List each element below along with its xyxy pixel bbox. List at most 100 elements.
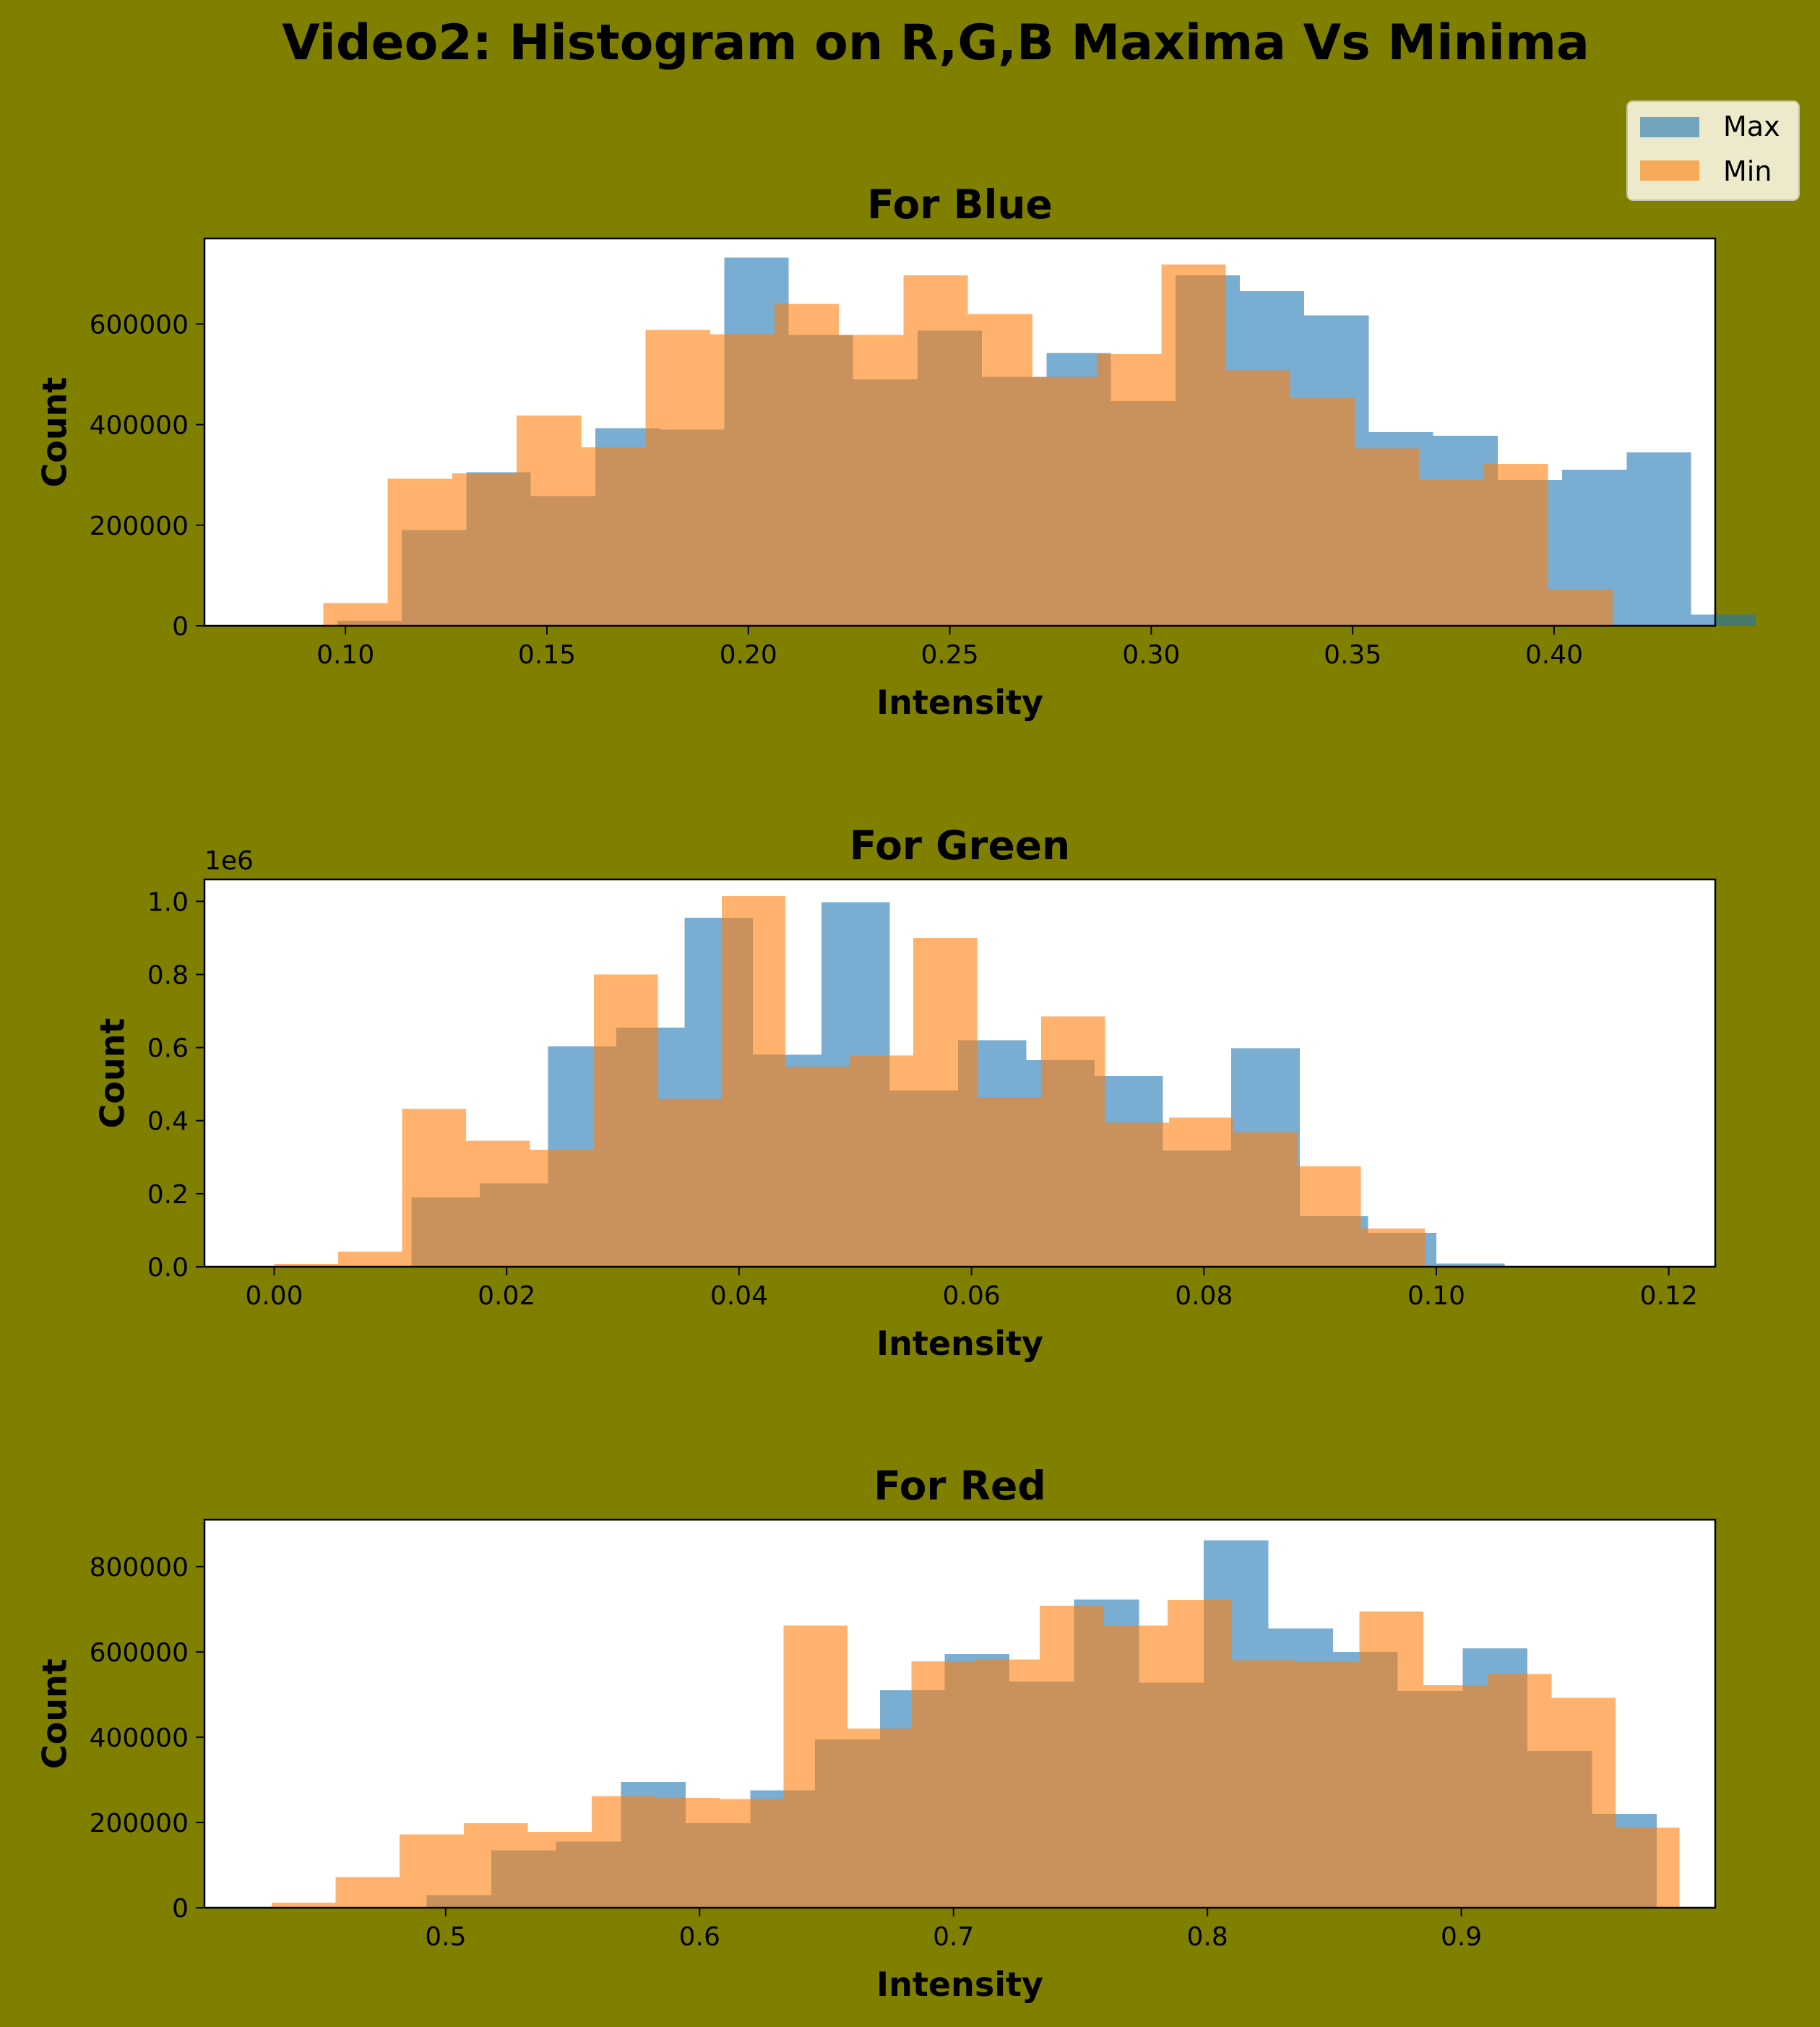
histogram-bar — [1231, 1660, 1296, 1908]
histogram-bar — [337, 1251, 402, 1267]
x-tick-label: 0.12 — [1640, 1281, 1698, 1311]
histogram-bar — [1423, 1684, 1488, 1908]
y-tick-label: 0.6 — [147, 1034, 189, 1064]
histogram-bar — [1105, 1122, 1170, 1267]
histogram-bar — [1039, 1606, 1104, 1908]
histogram-bar — [1354, 448, 1420, 626]
subplot-title: For Blue — [867, 181, 1053, 228]
histogram-bar — [517, 416, 582, 626]
x-tick-label: 0.00 — [245, 1281, 303, 1311]
histogram-blue: 0.10 0.15 0.20 0.25 0.30 0.35 0.40 0 200000 40000… — [35, 181, 1756, 722]
x-tick-label: 0.5 — [425, 1922, 466, 1952]
y-tick-label: 200000 — [90, 512, 189, 541]
histogram-bar — [1548, 589, 1613, 626]
series-min — [274, 895, 1425, 1267]
y-tick-label: 600000 — [90, 1638, 189, 1668]
histogram-bar — [967, 314, 1032, 626]
histogram-bar — [452, 473, 517, 626]
histogram-bar — [274, 1263, 338, 1267]
x-axis-label: Intensity — [876, 1324, 1043, 1363]
histogram-red: 0.5 0.6 0.7 0.8 0.9 0 200000 400000 600000 800000… — [35, 1463, 1717, 2004]
histogram-bar — [775, 304, 840, 626]
histogram-bar — [272, 1902, 336, 1908]
y-tick-label: 600000 — [90, 310, 189, 340]
histogram-bar — [1032, 376, 1097, 626]
histogram-bar — [839, 335, 904, 626]
histogram-bar — [335, 1877, 400, 1908]
histogram-bar — [1161, 264, 1226, 626]
x-tick-label: 0.15 — [518, 640, 576, 670]
histogram-bar — [783, 1625, 848, 1908]
x-tick-label: 0.02 — [478, 1281, 535, 1311]
x-tick-label: 0.08 — [1175, 1281, 1233, 1311]
histogram-bar — [593, 974, 658, 1267]
histogram-bar — [1487, 1674, 1552, 1908]
histogram-bar — [655, 1797, 720, 1908]
legend-label-max: Max — [1723, 111, 1780, 142]
histogram-bar — [323, 603, 388, 626]
y-tick-label: 0.0 — [147, 1253, 189, 1283]
subplot-title: For Red — [874, 1463, 1045, 1509]
y-tick-label: 0.8 — [147, 960, 189, 990]
axes-frame — [203, 237, 1717, 627]
histogram-bar — [849, 1055, 914, 1267]
histogram-bar — [465, 1140, 530, 1267]
histogram-bar — [903, 275, 968, 626]
x-axis-label: Intensity — [876, 1965, 1043, 2004]
x-tick-label: 0.8 — [1187, 1922, 1228, 1952]
histogram-bar — [1296, 1166, 1361, 1267]
histogram-bar — [530, 1150, 594, 1267]
y-axis-label: Count — [35, 377, 74, 488]
y-axis-label: Count — [35, 1658, 74, 1769]
x-tick-label: 0.6 — [679, 1922, 720, 1952]
legend-label-min: Min — [1723, 155, 1772, 187]
legend-swatch-min — [1640, 160, 1699, 181]
histogram-bar — [1167, 1599, 1232, 1908]
histogram-bar — [1551, 1697, 1616, 1908]
histogram-bar — [1290, 397, 1355, 626]
subplot-title: For Green — [850, 822, 1070, 869]
histogram-bar — [1483, 463, 1548, 626]
histogram-bar — [1295, 1661, 1360, 1908]
x-axis-label: Intensity — [876, 683, 1043, 722]
series-min — [323, 264, 1613, 626]
histogram-bar — [977, 1096, 1042, 1267]
x-tick-label: 0.35 — [1324, 640, 1381, 670]
histogram-bar — [387, 478, 452, 626]
y-tick-label: 1.0 — [147, 887, 189, 917]
histogram-bar — [975, 1659, 1040, 1908]
y-tick-label: 400000 — [90, 1723, 189, 1753]
y-tick-label: 0.2 — [147, 1180, 189, 1210]
histogram-green: 0.00 0.02 0.04 0.06 0.08 0.10 0.12 0.0 0.2 0.4 0.6… — [93, 822, 1717, 1363]
histogram-bar — [913, 937, 978, 1267]
y-axis-label: Count — [93, 1018, 132, 1129]
histogram-bar — [527, 1831, 592, 1908]
y-offset-text: 1e6 — [204, 846, 254, 876]
histogram-bar — [657, 1098, 722, 1267]
histogram-bar — [785, 1066, 850, 1267]
histogram-bar — [848, 1729, 912, 1908]
histogram-bar — [1103, 1625, 1168, 1908]
histogram-bar — [1419, 480, 1484, 626]
histogram-bar — [645, 330, 710, 626]
y-tick-label: 0 — [172, 1894, 189, 1924]
histogram-bar — [1691, 614, 1756, 626]
x-tick-label: 0.20 — [720, 640, 777, 670]
x-tick-label: 0.9 — [1441, 1922, 1482, 1952]
histogram-bar — [463, 1823, 528, 1908]
histogram-bar — [911, 1661, 976, 1908]
histogram-bar — [1626, 452, 1691, 626]
x-tick-label: 0.7 — [933, 1922, 974, 1952]
legend: Max Min — [1626, 100, 1800, 201]
x-tick-label: 0.10 — [1407, 1281, 1465, 1311]
histogram-bar — [400, 1834, 464, 1908]
histogram-bar — [1359, 1611, 1424, 1908]
histogram-bar — [581, 447, 646, 626]
x-tick-label: 0.25 — [920, 640, 978, 670]
figure-title: Video2: Histogram on R,G,B Maxima Vs Min… — [282, 14, 1590, 72]
histogram-bar — [1233, 1132, 1297, 1267]
legend-swatch-max — [1640, 117, 1699, 137]
x-tick-label: 0.06 — [943, 1281, 1001, 1311]
histogram-bar — [1041, 1016, 1105, 1267]
